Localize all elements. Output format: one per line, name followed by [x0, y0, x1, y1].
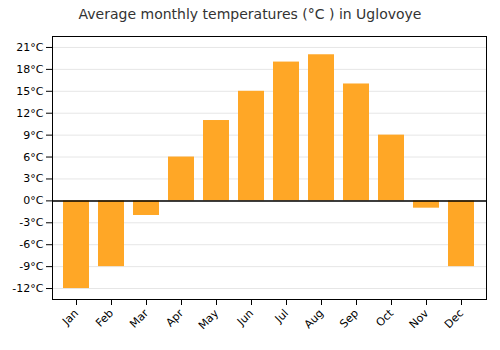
svg-text:-12°C: -12°C [12, 282, 43, 295]
svg-text:15°C: 15°C [16, 85, 43, 98]
svg-text:9°C: 9°C [23, 129, 43, 142]
svg-text:Dec: Dec [442, 307, 466, 331]
svg-text:Jan: Jan [59, 307, 81, 329]
svg-text:Nov: Nov [407, 306, 432, 331]
svg-text:-6°C: -6°C [19, 238, 43, 251]
svg-text:6°C: 6°C [23, 151, 43, 164]
svg-text:-3°C: -3°C [19, 216, 43, 229]
svg-text:Jul: Jul [272, 307, 291, 326]
html-text:Average monthly temperatures (: Average monthly temperatures (°C ) in Ug… [78, 6, 422, 22]
svg-text:0°C: 0°C [23, 194, 43, 207]
svg-text:21°C: 21°C [16, 41, 43, 54]
svg-text:3°C: 3°C [23, 172, 43, 185]
svg-text:Feb: Feb [93, 307, 116, 330]
svg-text:18°C: 18°C [16, 63, 43, 76]
svg-text:Apr: Apr [163, 306, 186, 329]
svg-text:Mar: Mar [127, 306, 151, 330]
svg-text:Aug: Aug [302, 307, 326, 331]
svg-text:-9°C: -9°C [19, 260, 43, 273]
svg-text:Jun: Jun [234, 307, 256, 329]
svg-text:May: May [196, 306, 222, 332]
svg-text:12°C: 12°C [16, 107, 43, 120]
svg-text:Oct: Oct [373, 306, 396, 329]
svg-text:Sep: Sep [337, 307, 361, 331]
